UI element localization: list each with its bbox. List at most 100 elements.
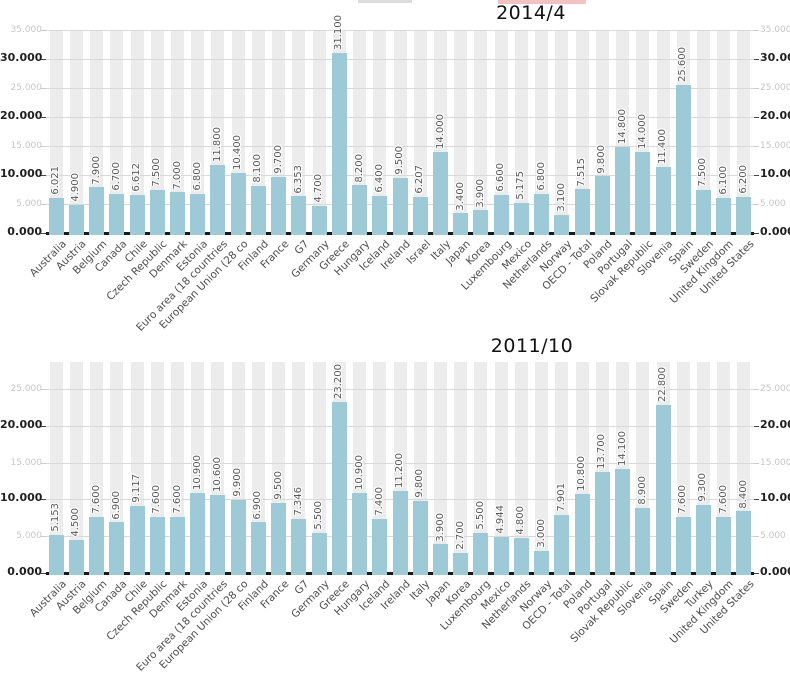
- bar[interactable]: [129, 505, 145, 575]
- bar[interactable]: [412, 500, 428, 575]
- bar-value-label: 3.000: [535, 519, 547, 548]
- bar-value-label: 4.944: [495, 504, 507, 534]
- bar[interactable]: [493, 194, 509, 235]
- y-axis-label-right: 20.000: [760, 109, 790, 122]
- y-axis-tick: [41, 462, 46, 464]
- bar[interactable]: [129, 194, 145, 235]
- plot-area: 5.153 4.500 7.600 6.900 9.117 7.600 7.600 10.90…: [46, 362, 754, 575]
- bar[interactable]: [372, 518, 388, 575]
- gridline: [46, 389, 754, 390]
- bar[interactable]: [190, 193, 206, 235]
- bar[interactable]: [433, 544, 448, 575]
- bar[interactable]: [149, 189, 165, 235]
- y-axis-tick: [41, 536, 46, 538]
- bar[interactable]: [89, 517, 105, 575]
- bar[interactable]: [392, 490, 408, 575]
- plot-stripe: [474, 362, 488, 573]
- bar[interactable]: [615, 469, 630, 575]
- bar[interactable]: [554, 215, 570, 235]
- y-axis-tick: [754, 536, 759, 538]
- bar[interactable]: [48, 198, 64, 235]
- plot-stripe: [494, 362, 508, 573]
- bar[interactable]: [331, 402, 347, 575]
- bar-value-label: 11.800: [211, 126, 223, 162]
- bar[interactable]: [250, 522, 266, 575]
- bar[interactable]: [412, 197, 428, 235]
- bar[interactable]: [695, 189, 711, 235]
- bar[interactable]: [716, 517, 732, 575]
- bar-value-label: 7.600: [717, 485, 729, 515]
- bar[interactable]: [736, 197, 752, 235]
- bar[interactable]: [149, 517, 165, 575]
- bar[interactable]: [534, 193, 550, 235]
- bar[interactable]: [250, 186, 266, 235]
- gridline: [46, 59, 754, 60]
- bar[interactable]: [392, 177, 408, 235]
- bar-value-label: 14.800: [616, 109, 628, 145]
- bar[interactable]: [170, 192, 185, 235]
- bar[interactable]: [594, 472, 610, 575]
- bar[interactable]: [736, 511, 752, 575]
- bar[interactable]: [230, 172, 246, 235]
- bar-value-label: 7.500: [151, 157, 163, 187]
- bar[interactable]: [635, 151, 651, 235]
- y-axis-label-left: 20.000: [0, 417, 43, 431]
- plot-stripe: [171, 30, 184, 233]
- bar[interactable]: [453, 213, 469, 235]
- bar-value-label: 5.500: [313, 500, 325, 530]
- y-axis-tick: [754, 499, 759, 501]
- bar[interactable]: [554, 514, 570, 575]
- bar[interactable]: [513, 203, 529, 235]
- bar[interactable]: [675, 517, 691, 575]
- bar[interactable]: [68, 539, 84, 575]
- bar[interactable]: [615, 147, 630, 235]
- bar[interactable]: [170, 517, 185, 575]
- bar[interactable]: [655, 405, 671, 575]
- bar[interactable]: [352, 492, 367, 575]
- bar[interactable]: [68, 204, 84, 235]
- bar[interactable]: [352, 185, 367, 235]
- bar[interactable]: [48, 535, 64, 575]
- y-axis-label-left: 25.000: [10, 83, 43, 93]
- bar[interactable]: [453, 553, 469, 575]
- bar[interactable]: [331, 52, 347, 235]
- bar[interactable]: [190, 492, 206, 575]
- bar[interactable]: [291, 196, 307, 235]
- bar[interactable]: [635, 507, 651, 575]
- bar-value-label: 25.600: [677, 46, 689, 82]
- bar[interactable]: [473, 532, 489, 575]
- bar[interactable]: [109, 522, 125, 575]
- bar[interactable]: [433, 151, 448, 235]
- plot-stripe: [69, 362, 83, 573]
- bar[interactable]: [574, 189, 590, 235]
- bar-value-label: 6.207: [414, 165, 426, 194]
- bar[interactable]: [210, 164, 226, 235]
- bar[interactable]: [473, 210, 489, 235]
- bar[interactable]: [695, 504, 711, 575]
- y-axis-tick: [754, 573, 759, 574]
- bar[interactable]: [311, 205, 327, 235]
- bar[interactable]: [311, 532, 327, 575]
- bar[interactable]: [109, 194, 125, 235]
- bar[interactable]: [210, 495, 226, 575]
- bar[interactable]: [271, 176, 287, 235]
- bar-value-label: 7.346: [292, 487, 304, 516]
- bar[interactable]: [493, 536, 509, 575]
- bar[interactable]: [372, 195, 388, 235]
- bar[interactable]: [271, 503, 287, 575]
- bar-value-label: 7.600: [151, 485, 163, 515]
- bar-value-label: 10.800: [576, 455, 588, 491]
- bar[interactable]: [716, 197, 732, 235]
- chart-title: 2014/4: [496, 2, 566, 24]
- bar[interactable]: [89, 187, 105, 235]
- bar-value-label: 9.800: [596, 144, 608, 174]
- bar[interactable]: [534, 550, 550, 575]
- bar[interactable]: [594, 176, 610, 235]
- bar[interactable]: [291, 518, 307, 575]
- bar[interactable]: [574, 493, 590, 575]
- bar[interactable]: [675, 84, 691, 235]
- bar[interactable]: [230, 500, 246, 575]
- bar-value-label: 4.700: [313, 174, 325, 203]
- bar[interactable]: [655, 166, 671, 235]
- bar[interactable]: [513, 537, 529, 575]
